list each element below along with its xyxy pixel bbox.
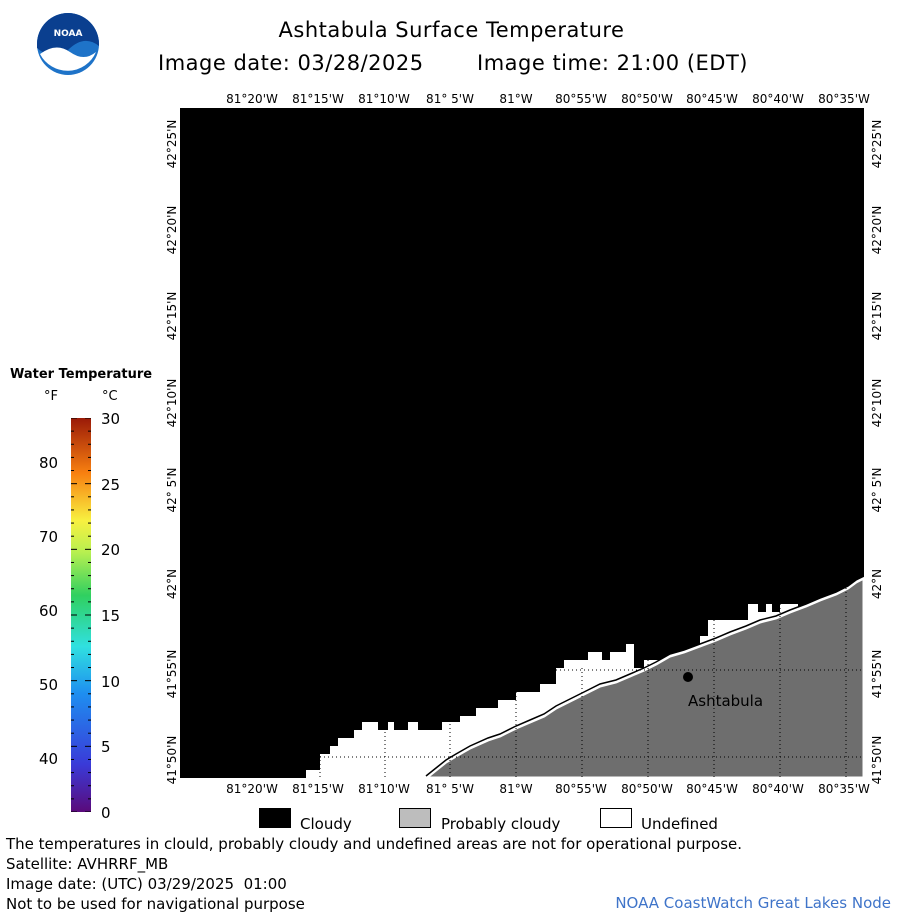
- color-bar: [68, 417, 94, 813]
- temperature-map[interactable]: Ashtabula: [180, 108, 866, 780]
- city-label: Ashtabula: [688, 692, 763, 710]
- longitude-label: 81° 5'W: [426, 782, 474, 796]
- longitude-label: 80°50'W: [621, 782, 673, 796]
- probably-cloudy-swatch: [399, 808, 431, 828]
- longitude-label: 80°55'W: [555, 92, 607, 106]
- longitude-label: 80°55'W: [555, 782, 607, 796]
- logo-text: NOAA: [54, 29, 83, 39]
- latitude-label: 41°50'N: [870, 735, 884, 785]
- latitude-label: 41°55'N: [165, 649, 179, 699]
- celsius-tick-label: 20: [101, 541, 121, 560]
- longitude-label: 81°10'W: [358, 92, 410, 106]
- longitude-label: 80°40'W: [752, 782, 804, 796]
- credit-link[interactable]: NOAA CoastWatch Great Lakes Node: [615, 894, 891, 912]
- image-date: Image date: 03/28/2025: [158, 51, 424, 75]
- fahrenheit-tick-label: 40: [39, 750, 59, 768]
- longitude-label: 80°45'W: [686, 782, 738, 796]
- celsius-tick-label: 0: [101, 804, 111, 822]
- fahrenheit-tick-label: 70: [39, 528, 59, 546]
- unit-fahrenheit: °F: [44, 389, 58, 404]
- longitude-label: 81°W: [499, 92, 533, 106]
- fahrenheit-tick-label: 50: [39, 676, 59, 694]
- longitude-label: 81°15'W: [292, 782, 344, 796]
- celsius-tick-label: 5: [101, 738, 111, 757]
- longitude-label: 80°35'W: [818, 782, 870, 796]
- cloudy-label: Cloudy: [300, 815, 352, 833]
- longitude-label: 81° 5'W: [426, 92, 474, 106]
- latitude-label: 42°25'N: [870, 119, 884, 169]
- celsius-tick-label: 30: [101, 410, 121, 428]
- longitude-label: 81°15'W: [292, 92, 344, 106]
- page-title: Ashtabula Surface Temperature: [278, 18, 625, 42]
- undefined-label: Undefined: [641, 815, 718, 833]
- latitude-label: 41°55'N: [870, 649, 884, 699]
- cloudy-swatch: [259, 808, 291, 828]
- latitude-label: 42°N: [870, 568, 884, 600]
- disclaimer: Not to be used for navigational purpose: [6, 895, 305, 913]
- latitude-label: 42°10'N: [165, 378, 179, 428]
- probably-cloudy-area: [421, 575, 866, 780]
- noaa-logo: NOAA: [36, 12, 100, 76]
- probably-cloudy-label: Probably cloudy: [441, 815, 561, 833]
- longitude-label: 80°40'W: [752, 92, 804, 106]
- satellite-info: Satellite: AVHRRF_MB: [6, 855, 169, 873]
- celsius-tick-label: 10: [101, 672, 121, 691]
- latitude-label: 42° 5'N: [870, 467, 884, 513]
- undefined-swatch: [600, 808, 632, 828]
- longitude-label: 81°10'W: [358, 782, 410, 796]
- longitude-label: 81°20'W: [226, 782, 278, 796]
- latitude-label: 42°N: [165, 568, 179, 600]
- celsius-tick-label: 25: [101, 475, 121, 494]
- ashtabula-marker: [683, 672, 693, 682]
- longitude-label: 80°35'W: [818, 92, 870, 106]
- latitude-label: 42°25'N: [165, 119, 179, 169]
- latitude-label: 42°15'N: [165, 291, 179, 341]
- latitude-label: 41°50'N: [165, 735, 179, 785]
- graticule: [319, 588, 864, 778]
- latitude-label: 42°20'N: [870, 205, 884, 255]
- longitude-label: 80°45'W: [686, 92, 738, 106]
- longitude-label: 81°W: [499, 782, 533, 796]
- longitude-label: 80°50'W: [621, 92, 673, 106]
- celsius-tick-label: 15: [101, 607, 121, 625]
- footer-note: The temperatures in clould, probably clo…: [6, 835, 743, 853]
- unit-celsius: °C: [102, 389, 118, 404]
- latitude-label: 42° 5'N: [165, 467, 179, 513]
- fahrenheit-tick-label: 80: [39, 454, 59, 472]
- fahrenheit-tick-label: 60: [39, 602, 59, 620]
- utc-date: Image date: (UTC) 03/29/2025 01:00: [6, 875, 287, 893]
- latitude-label: 42°15'N: [870, 291, 884, 341]
- image-time: Image time: 21:00 (EDT): [477, 51, 748, 75]
- legend-title: Water Temperature: [10, 367, 153, 382]
- latitude-label: 42°10'N: [870, 378, 884, 428]
- longitude-label: 81°20'W: [226, 92, 278, 106]
- latitude-label: 42°20'N: [165, 205, 179, 255]
